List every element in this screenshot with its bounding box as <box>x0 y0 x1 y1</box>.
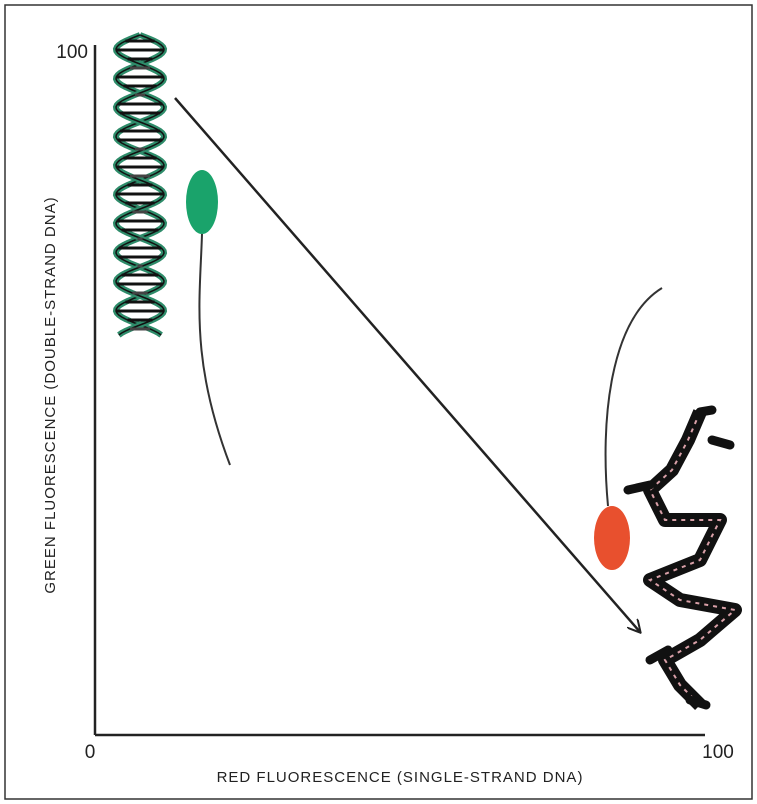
arrow <box>174 97 640 632</box>
red-sperm-tail <box>604 287 663 507</box>
single-strand <box>623 405 742 710</box>
strand-core <box>647 411 738 706</box>
origin-label: 0 <box>85 742 96 763</box>
green-sperm-tail <box>198 233 231 466</box>
strand-branch <box>685 695 711 710</box>
green-sperm-head <box>186 170 218 234</box>
strand-branch <box>695 405 717 417</box>
red-sperm-head <box>594 506 630 570</box>
frame <box>4 4 753 800</box>
x-axis-label: RED FLUORESCENCE (SINGLE-STRAND DNA) <box>217 769 584 786</box>
strand-branch <box>623 480 655 495</box>
x-max-label: 100 <box>702 742 734 763</box>
y-axis-label: GREEN FLUORESCENCE (DOUBLE-STRAND DNA) <box>42 196 59 593</box>
strand-body <box>643 409 742 710</box>
double-helix <box>112 32 168 338</box>
strand-branch <box>707 435 735 450</box>
y-max-label: 100 <box>56 42 88 63</box>
strand-branch <box>645 645 673 665</box>
